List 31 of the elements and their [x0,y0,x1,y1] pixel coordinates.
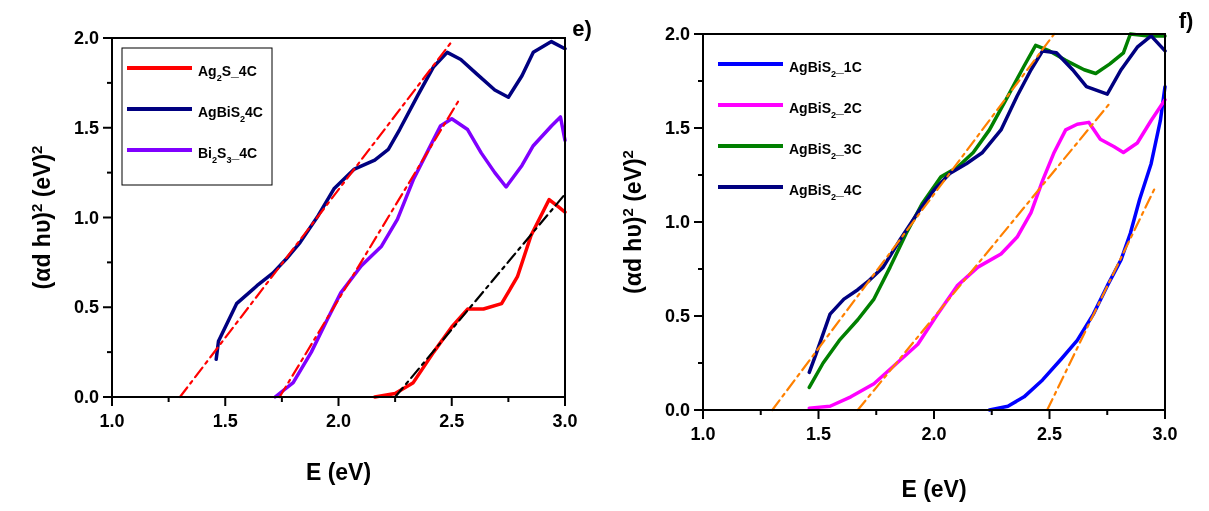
x-axis-title: E (eV) [305,459,372,485]
x-tick-label: 1.0 [690,424,716,444]
legend-label: AgBiS$_{2}$4C [198,104,263,124]
legend-label: AgBiS$_{2}$_1C [789,59,862,79]
x-tick-label: 1.0 [99,411,125,431]
y-tick-label: 1.5 [664,118,690,138]
y-tick-label: 0.0 [73,387,99,407]
x-tick-label: 2.0 [325,411,352,431]
chart-title: f) [1178,8,1194,33]
y-tick-label: 1.0 [664,212,690,232]
legend-label: AgBiS$_{2}$_3C [789,141,862,161]
y-tick-label: 0.0 [664,400,690,420]
x-tick-label: 2.0 [921,424,947,444]
y-tick-label: 1.0 [73,207,99,228]
x-tick-label: 3.0 [552,411,578,431]
legend-label: AgBiS$_{2}$_4C [789,182,862,202]
legend-label: Bi$_{2}$S$_{3}$_4C [198,145,258,165]
x-tick-label: 1.5 [212,411,238,431]
x-tick-label: 1.5 [805,424,832,444]
legend-label: AgBiS$_{2}$_2C [789,100,862,120]
y-tick-label: 1.5 [73,117,99,138]
x-axis-title: E (eV) [901,476,967,502]
y-tick-label: 2.0 [664,24,690,44]
x-tick-label: 3.0 [1152,424,1178,444]
x-tick-label: 2.5 [1036,424,1063,444]
y-tick-label: 0.5 [664,306,690,326]
y-tick-label: 2.0 [73,28,99,48]
x-tick-label: 2.5 [439,411,465,431]
y-tick-label: 0.5 [73,297,99,318]
legend-label: Ag$_{2}$S_4C [198,63,257,83]
chart-title: e) [572,16,592,41]
